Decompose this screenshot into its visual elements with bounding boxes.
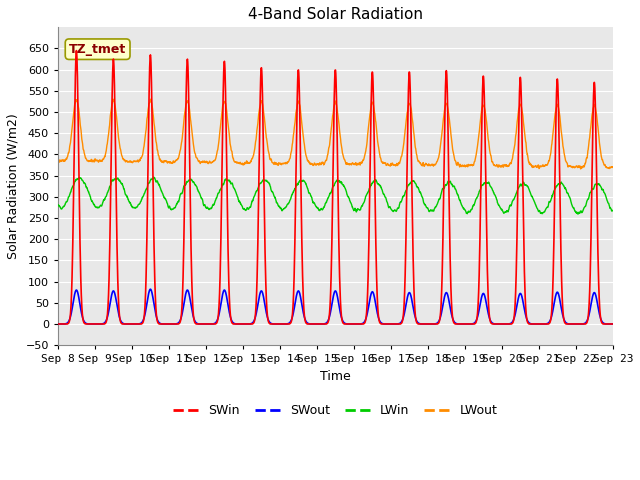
Legend: SWin, SWout, LWin, LWout: SWin, SWout, LWin, LWout — [168, 399, 502, 422]
Text: TZ_tmet: TZ_tmet — [69, 43, 126, 56]
Title: 4-Band Solar Radiation: 4-Band Solar Radiation — [248, 7, 423, 22]
X-axis label: Time: Time — [320, 370, 351, 383]
Y-axis label: Solar Radiation (W/m2): Solar Radiation (W/m2) — [7, 113, 20, 259]
